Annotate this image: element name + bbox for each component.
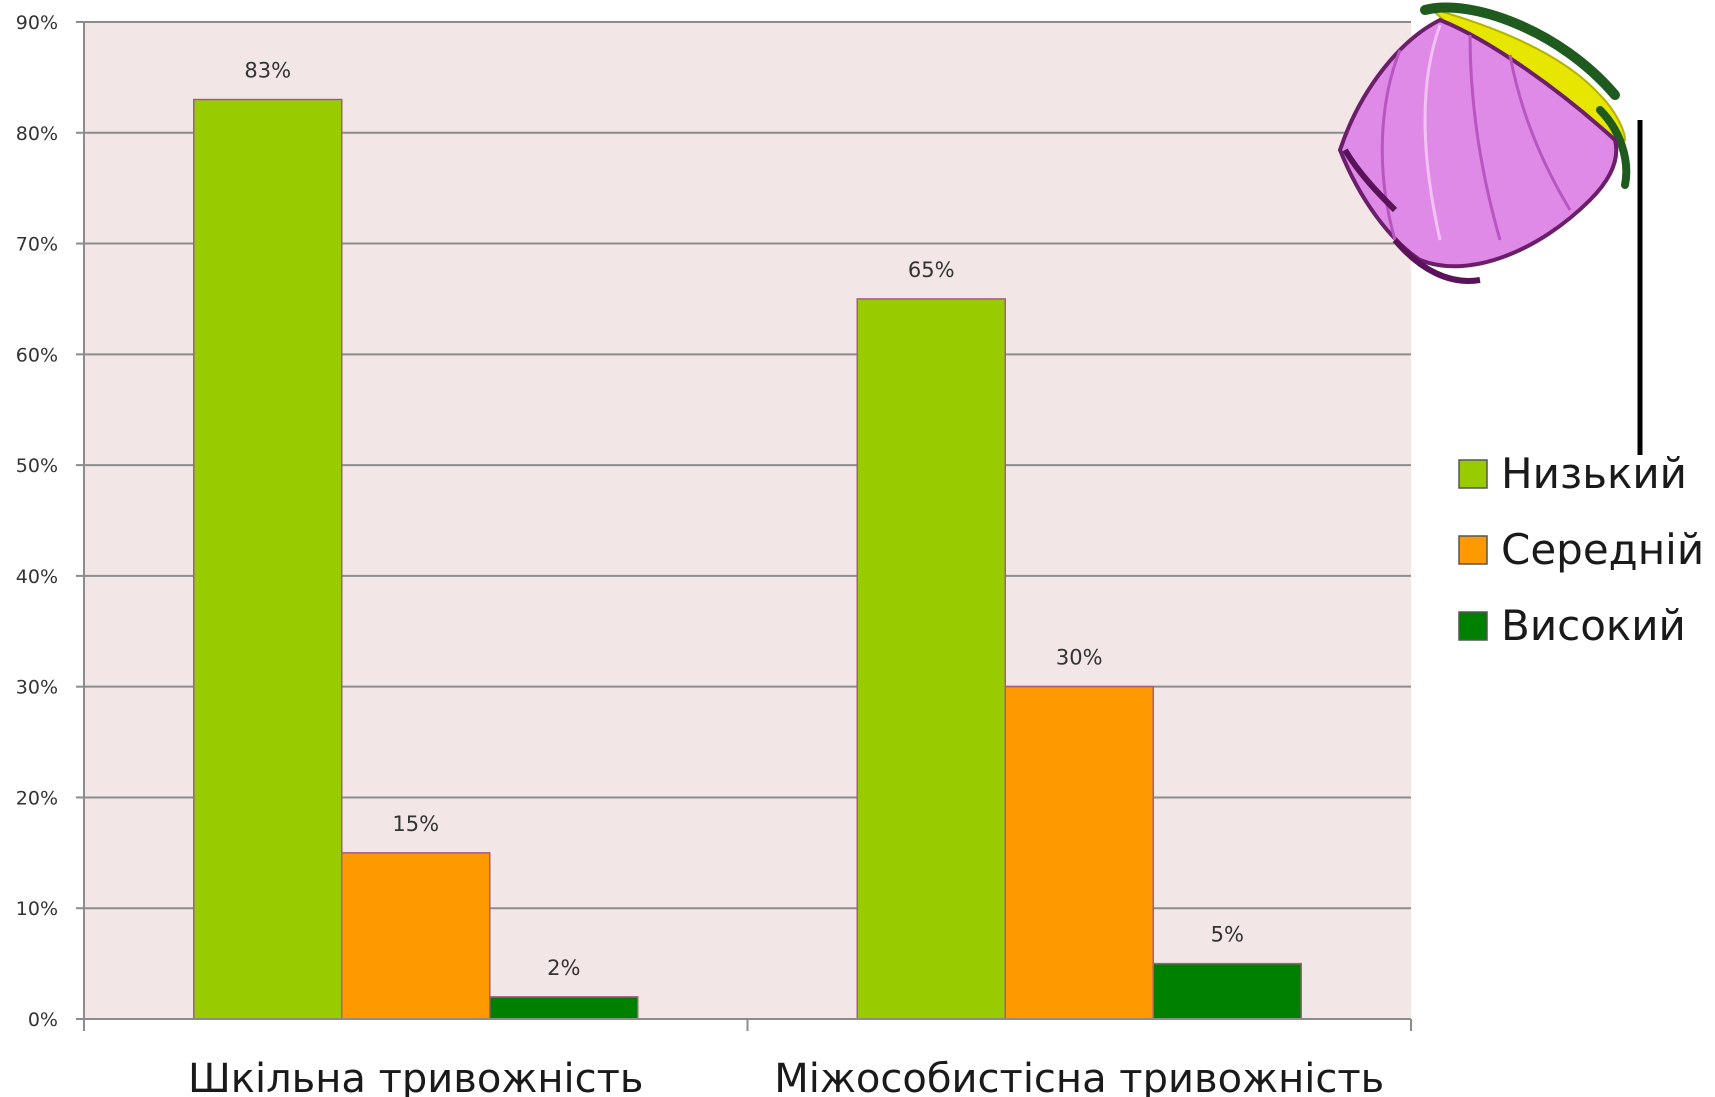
axes [76,21,1412,1031]
data-label: 5% [1211,923,1244,947]
y-tick-label: 30% [16,677,58,699]
y-tick-label: 40% [16,566,58,588]
y-tick-label: 60% [16,344,58,366]
labels: 0% 10% 20% 30% 40% 50% 60% 70% 80% 90% 83% 15% 2% Шкі… [16,12,1704,1097]
legend-swatch [1458,459,1488,489]
legend-swatch [1458,535,1488,565]
y-tick-label: 50% [16,455,58,477]
data-label: 15% [392,812,439,836]
legend-label: Низький [1501,449,1687,498]
bar-Високий [489,996,639,1020]
legend-label: Високий [1501,601,1686,650]
bar-Середній [341,852,491,1020]
bar-Низький [856,298,1006,1020]
data-label: 65% [908,258,955,282]
bar-Високий [1152,962,1302,1020]
legend-swatch [1458,611,1488,641]
data-label: 30% [1056,646,1103,670]
y-tick-label: 0% [28,1009,58,1031]
bar-Середній [1004,685,1154,1020]
y-tick-label: 20% [16,787,58,809]
legend-label: Середній [1501,525,1704,574]
y-tick-label: 10% [16,898,58,920]
x-category-label: Міжособистісна тривожність [774,1056,1384,1097]
data-label: 83% [244,59,291,83]
bar-Низький [193,98,343,1020]
bars [193,98,1302,1020]
data-label: 2% [547,956,580,980]
y-tick-label: 90% [16,12,58,34]
flower-icon [1337,2,1643,455]
y-tick-label: 70% [16,234,58,256]
y-tick-label: 80% [16,123,58,145]
x-category-label: Шкільна тривожність [188,1056,643,1097]
